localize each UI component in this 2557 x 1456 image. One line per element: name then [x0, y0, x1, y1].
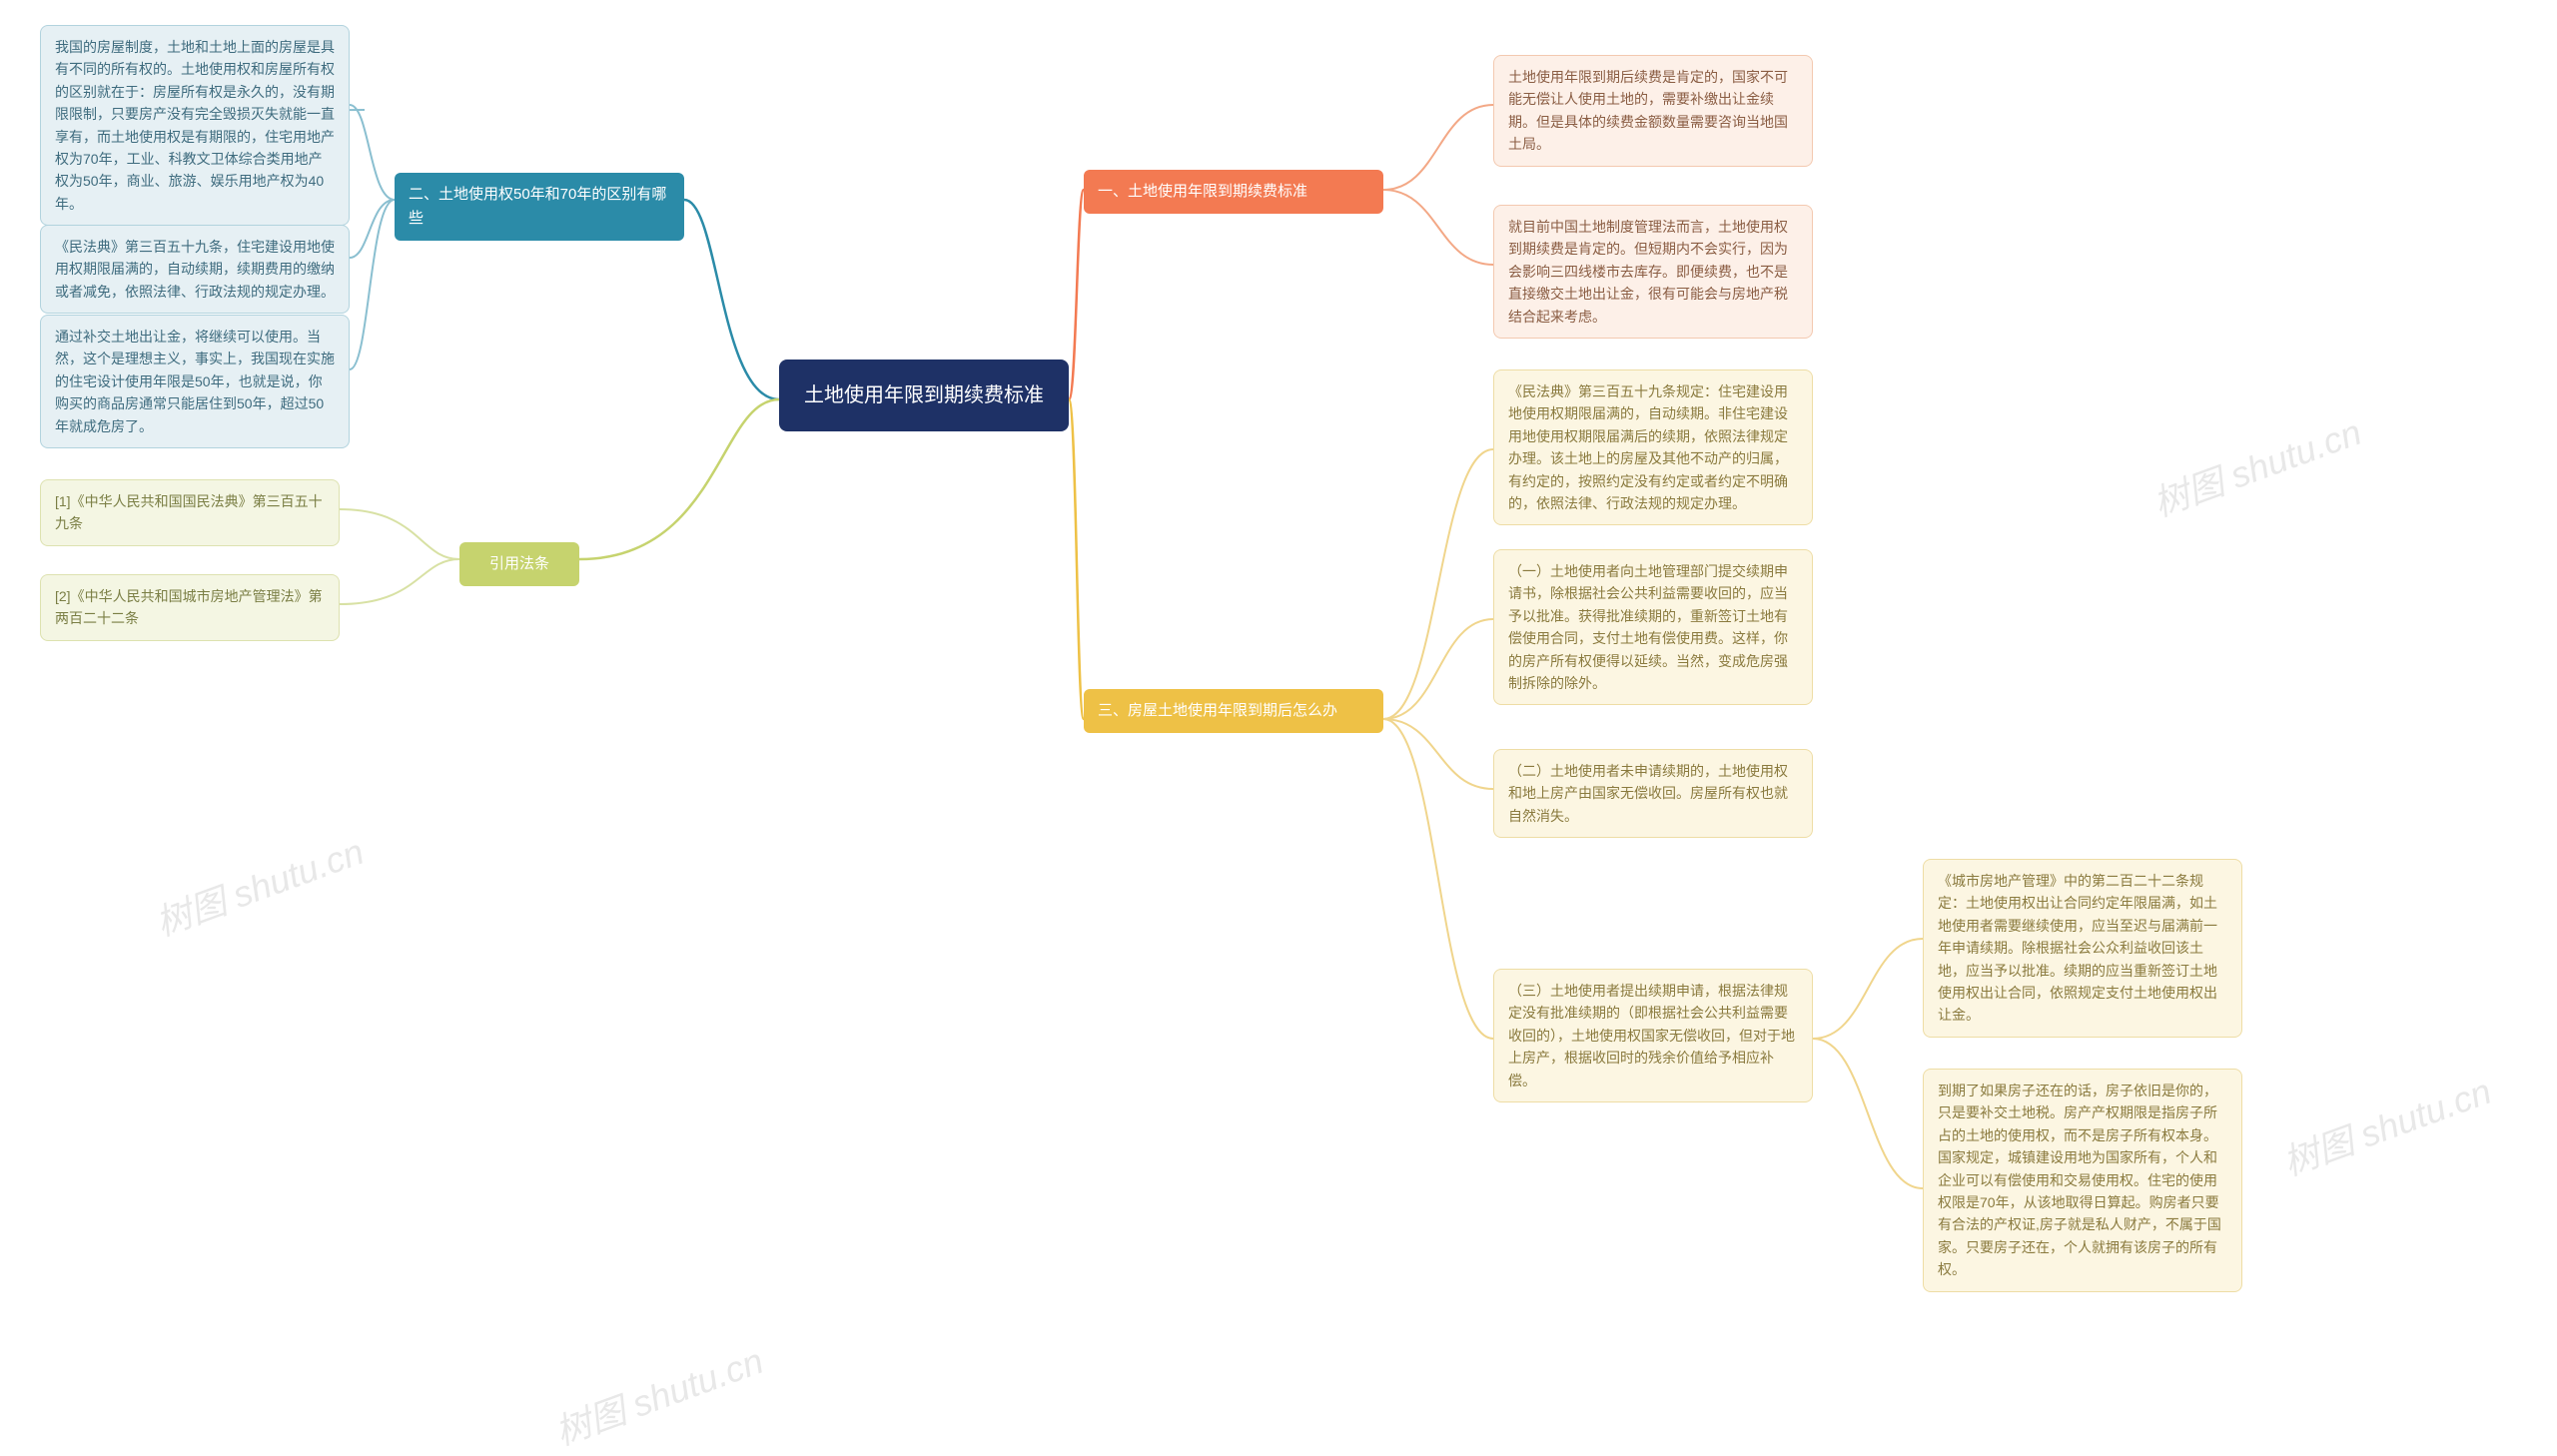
branch-3-leaf-0: 《民法典》第三百五十九条规定：住宅建设用地使用权期限届满的，自动续期。非住宅建设…: [1493, 369, 1813, 525]
branch-1-leaf-1: 就目前中国土地制度管理法而言，土地使用权到期续费是肯定的。但短期内不会实行，因为…: [1493, 205, 1813, 339]
branch-4: 引用法条: [459, 542, 579, 586]
leaf-text: （二）土地使用者未申请续期的，土地使用权和地上房产由国家无偿收回。房屋所有权也就…: [1508, 763, 1788, 824]
leaf-text: 就目前中国土地制度管理法而言，土地使用权到期续费是肯定的。但短期内不会实行，因为…: [1508, 219, 1788, 325]
branch-4-leaf-0: [1]《中华人民共和国国民法典》第三百五十九条: [40, 479, 340, 546]
branch-4-leaf-1: [2]《中华人民共和国城市房地产管理法》第两百二十二条: [40, 574, 340, 641]
leaf-text: [2]《中华人民共和国城市房地产管理法》第两百二十二条: [55, 588, 323, 626]
branch-1-label: 一、土地使用年限到期续费标准: [1098, 183, 1307, 200]
root-label: 土地使用年限到期续费标准: [804, 384, 1044, 406]
watermark: 树图 shutu.cn: [547, 1332, 770, 1455]
watermark: 树图 shutu.cn: [2275, 1063, 2498, 1185]
branch-3-leaf-3: （三）土地使用者提出续期申请，根据法律规定没有批准续期的（即根据社会公共利益需要…: [1493, 969, 1813, 1102]
branch-3-leaf-1: （一）土地使用者向土地管理部门提交续期申请书，除根据社会公共利益需要收回的，应当…: [1493, 549, 1813, 705]
leaf-text: 《民法典》第三百五十九条，住宅建设用地使用权期限届满的，自动续期，续期费用的缴纳…: [55, 239, 335, 300]
branch-4-label: 引用法条: [489, 555, 549, 572]
mindmap-root: 土地使用年限到期续费标准: [779, 360, 1069, 431]
leaf-text: 我国的房屋制度，土地和土地上面的房屋是具有不同的所有权的。土地使用权和房屋所有权…: [55, 39, 335, 212]
branch-2-leaf-2: 通过补交土地出让金，将继续可以使用。当然，这个是理想主义，事实上，我国现在实施的…: [40, 315, 350, 448]
branch-2-leaf-1: 《民法典》第三百五十九条，住宅建设用地使用权期限届满的，自动续期，续期费用的缴纳…: [40, 225, 350, 314]
branch-2-label: 二、土地使用权50年和70年的区别有哪些: [409, 186, 666, 227]
leaf-text: 《民法典》第三百五十九条规定：住宅建设用地使用权期限届满的，自动续期。非住宅建设…: [1508, 383, 1788, 511]
watermark: 树图 shutu.cn: [2145, 403, 2368, 526]
branch-3-subleaf-0: 《城市房地产管理》中的第二百二十二条规定：土地使用权出让合同约定年限届满，如土地…: [1923, 859, 2242, 1038]
watermark: 树图 shutu.cn: [148, 823, 371, 946]
branch-3-leaf-2: （二）土地使用者未申请续期的，土地使用权和地上房产由国家无偿收回。房屋所有权也就…: [1493, 749, 1813, 838]
leaf-text: 通过补交土地出让金，将继续可以使用。当然，这个是理想主义，事实上，我国现在实施的…: [55, 329, 335, 434]
branch-3: 三、房屋土地使用年限到期后怎么办: [1084, 689, 1383, 733]
leaf-text: [1]《中华人民共和国国民法典》第三百五十九条: [55, 493, 323, 531]
leaf-text: （一）土地使用者向土地管理部门提交续期申请书，除根据社会公共利益需要收回的，应当…: [1508, 563, 1788, 691]
branch-2: 二、土地使用权50年和70年的区别有哪些: [395, 173, 684, 241]
branch-2-leaf-0: 我国的房屋制度，土地和土地上面的房屋是具有不同的所有权的。土地使用权和房屋所有权…: [40, 25, 350, 226]
leaf-text: 土地使用年限到期后续费是肯定的，国家不可能无偿让人使用土地的，需要补缴出让金续期…: [1508, 69, 1788, 152]
leaf-text: 《城市房地产管理》中的第二百二十二条规定：土地使用权出让合同约定年限届满，如土地…: [1938, 873, 2217, 1023]
branch-3-label: 三、房屋土地使用年限到期后怎么办: [1098, 702, 1337, 719]
leaf-text: （三）土地使用者提出续期申请，根据法律规定没有批准续期的（即根据社会公共利益需要…: [1508, 983, 1795, 1089]
branch-1-leaf-0: 土地使用年限到期后续费是肯定的，国家不可能无偿让人使用土地的，需要补缴出让金续期…: [1493, 55, 1813, 167]
branch-1: 一、土地使用年限到期续费标准: [1084, 170, 1383, 214]
leaf-text: 到期了如果房子还在的话，房子依旧是你的，只是要补交土地税。房产产权期限是指房子所…: [1938, 1083, 2221, 1277]
branch-3-subleaf-1: 到期了如果房子还在的话，房子依旧是你的，只是要补交土地税。房产产权期限是指房子所…: [1923, 1069, 2242, 1292]
